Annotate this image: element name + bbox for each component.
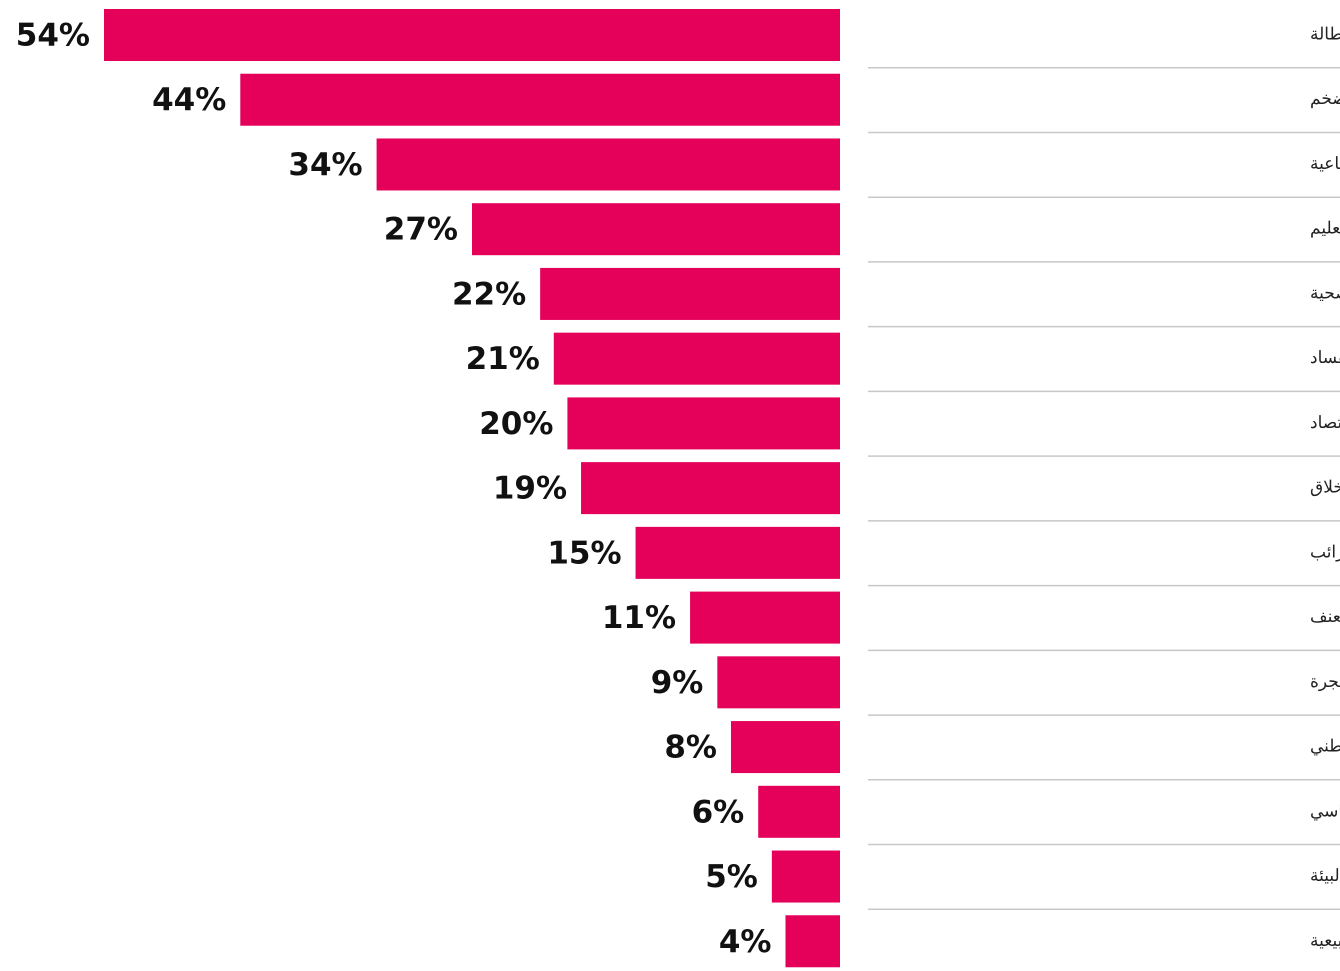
category-label: البيئة [1310, 866, 1340, 885]
value-label: 34% [288, 147, 362, 183]
bar [104, 9, 840, 61]
category-label: الرعاية الصحية [1310, 283, 1340, 303]
bar [472, 203, 840, 256]
category-label: عدم الاستقرار السياسي [1310, 801, 1340, 821]
value-label: 15% [547, 535, 621, 571]
category-label: التعليم [1310, 219, 1340, 239]
category-label: ضعف الاقتصاد [1310, 413, 1340, 432]
value-label: 44% [152, 82, 226, 118]
bar [785, 915, 840, 968]
category-label: ارتفاع تكلفة المعيشة /التضخم [1310, 89, 1340, 109]
category-label: البطالة [1310, 24, 1340, 43]
value-label: 5% [705, 859, 758, 895]
category-label: الهجرة [1310, 672, 1340, 692]
bar [758, 785, 840, 838]
category-label: الفقر وعدم المساواة الاجتماعية [1310, 154, 1340, 174]
bar [690, 591, 840, 644]
category-label: الجريمة والعنف [1310, 607, 1340, 627]
value-label: 8% [664, 730, 717, 766]
bar [376, 138, 840, 191]
value-label: 20% [479, 406, 553, 442]
bar [717, 656, 840, 709]
value-label: 6% [692, 794, 745, 830]
category-label: الفساد [1310, 348, 1340, 367]
value-label: 22% [452, 276, 526, 312]
value-label: 9% [651, 665, 704, 701]
bar [553, 332, 840, 385]
value-label: 19% [493, 471, 567, 507]
bar [771, 850, 840, 903]
category-label: تدني الاخلاق [1310, 478, 1340, 497]
category-label: الامن الوطني [1310, 737, 1340, 757]
value-label: 21% [466, 341, 540, 377]
value-label: 54% [16, 18, 90, 54]
value-label: 27% [384, 212, 458, 248]
category-label: الضرائب [1310, 542, 1340, 562]
value-label: 11% [602, 600, 676, 636]
bar [567, 397, 840, 450]
bar [240, 73, 841, 126]
category-label: نقص في الموارد الطبيعية [1310, 931, 1340, 951]
bar [581, 462, 840, 515]
value-label: 4% [719, 924, 772, 960]
bar [540, 267, 840, 320]
bar [635, 526, 840, 579]
bar [730, 721, 840, 774]
